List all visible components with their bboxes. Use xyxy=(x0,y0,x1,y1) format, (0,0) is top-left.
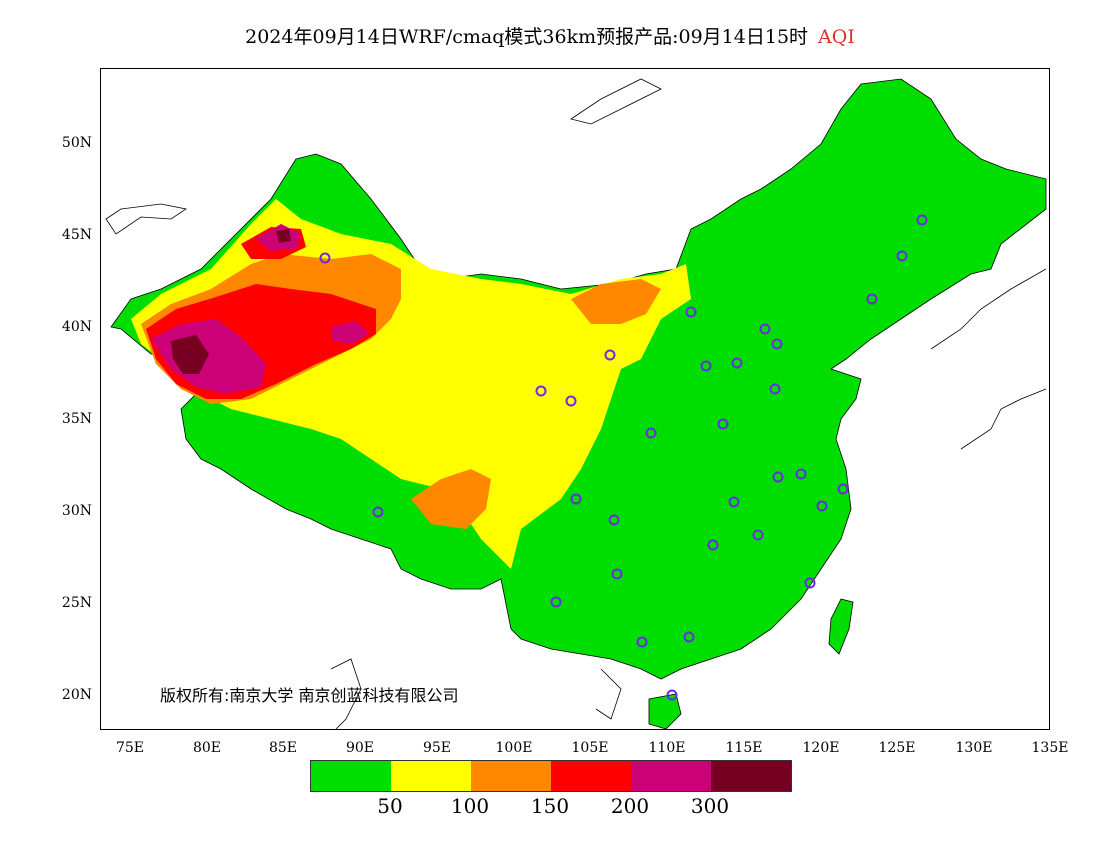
lat-label-25n: 25N xyxy=(61,595,92,611)
map-canvas xyxy=(105,78,1047,729)
lon-label-130e: 130E xyxy=(955,740,993,756)
copyright-text: 版权所有:南京大学 南京创蓝科技有限公司 xyxy=(160,686,459,705)
lon-label-80e: 80E xyxy=(192,740,222,756)
lon-label-90e: 90E xyxy=(345,740,375,756)
legend-swatch-0 xyxy=(311,761,391,791)
lon-label-85e: 85E xyxy=(268,740,298,756)
aqi-zone-orange-east xyxy=(571,279,661,324)
lon-label-95e: 95E xyxy=(422,740,452,756)
aqi-zone-orange-south xyxy=(411,469,491,529)
lon-label-75e: 75E xyxy=(115,740,145,756)
lat-label-50n: 50N xyxy=(61,135,92,151)
lon-label-115e: 115E xyxy=(725,740,763,756)
lon-label-100e: 100E xyxy=(495,740,533,756)
city-markers xyxy=(319,214,928,701)
aqi-zone-maroon-north xyxy=(276,229,291,243)
lat-label-35n: 35N xyxy=(61,411,92,427)
lat-label-30n: 30N xyxy=(61,503,92,519)
lon-label-125e: 125E xyxy=(878,740,916,756)
legend-tick-50: 50 xyxy=(377,794,403,818)
aqi-legend-bar xyxy=(310,760,792,792)
lat-label-40n: 40N xyxy=(61,319,92,335)
neighbor-coast-outline xyxy=(105,78,1047,729)
lat-label-45n: 45N xyxy=(61,227,92,243)
legend-swatch-4 xyxy=(631,761,711,791)
legend-tick-200: 200 xyxy=(610,794,650,818)
title-text: 2024年09月14日WRF/cmaq模式36km预报产品:09月14日15时 xyxy=(245,26,809,48)
legend-swatch-5 xyxy=(711,761,791,791)
map-title: 2024年09月14日WRF/cmaq模式36km预报产品:09月14日15时 A… xyxy=(0,22,1100,49)
map-frame[interactable] xyxy=(100,68,1050,730)
legend-swatch-1 xyxy=(391,761,471,791)
title-variable: AQI xyxy=(818,26,855,48)
legend-swatch-2 xyxy=(471,761,551,791)
aqi-zone-hazardous xyxy=(171,335,209,374)
lat-label-20n: 20N xyxy=(61,687,92,703)
taiwan-island xyxy=(828,598,854,655)
lon-label-110e: 110E xyxy=(648,740,686,756)
lon-label-105e: 105E xyxy=(571,740,609,756)
aqi-zone-very-unhealthy xyxy=(151,319,266,394)
aqi-zone-purple-east xyxy=(331,321,369,344)
lon-label-120e: 120E xyxy=(802,740,840,756)
legend-swatch-3 xyxy=(551,761,631,791)
legend-tick-300: 300 xyxy=(690,794,730,818)
hainan-island xyxy=(648,693,682,729)
legend-tick-100: 100 xyxy=(450,794,490,818)
legend-tick-150: 150 xyxy=(530,794,570,818)
lon-label-135e: 135E xyxy=(1031,740,1069,756)
